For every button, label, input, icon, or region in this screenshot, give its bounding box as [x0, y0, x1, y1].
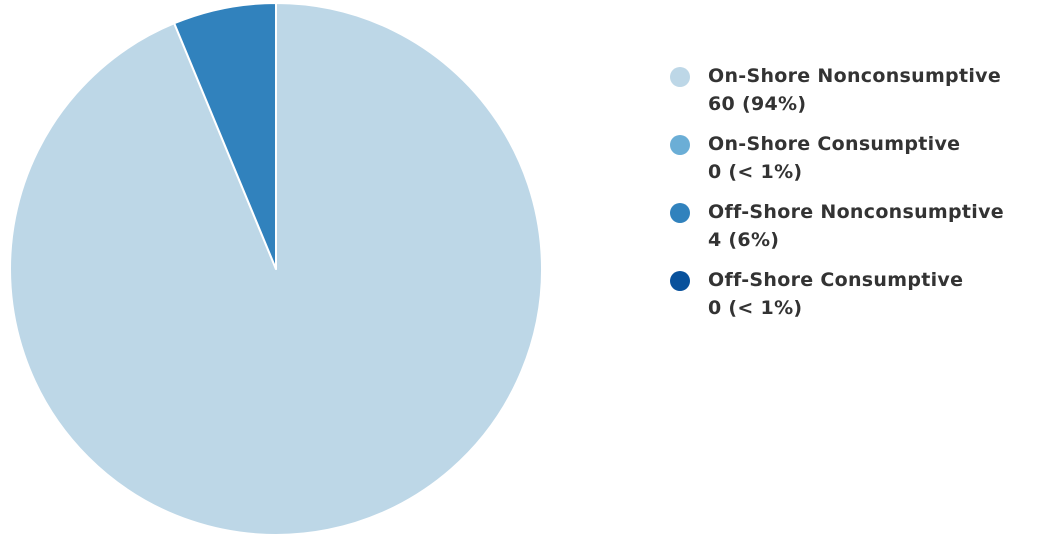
legend-swatch — [670, 67, 690, 87]
legend-item-on-shore-consumptive[interactable]: On-Shore Consumptive 0 (< 1%) — [668, 130, 1048, 198]
legend-value: 60 (94%) — [708, 93, 807, 115]
legend-value: 4 (6%) — [708, 229, 780, 251]
legend-label: On-Shore Consumptive — [708, 133, 961, 155]
legend-label: Off-Shore Consumptive — [708, 269, 964, 291]
legend-swatch — [670, 135, 690, 155]
legend: On-Shore Nonconsumptive 60 (94%) On-Shor… — [668, 62, 1048, 334]
legend-label: On-Shore Nonconsumptive — [708, 65, 1002, 87]
legend-item-off-shore-consumptive[interactable]: Off-Shore Consumptive 0 (< 1%) — [668, 266, 1048, 334]
legend-swatch — [670, 203, 690, 223]
legend-swatch — [670, 271, 690, 291]
legend-item-off-shore-nonconsumptive[interactable]: Off-Shore Nonconsumptive 4 (6%) — [668, 198, 1048, 266]
pie-slice-off-shore-nonconsumptive[interactable] — [173, 2, 277, 270]
legend-value: 0 (< 1%) — [708, 161, 803, 183]
legend-value: 0 (< 1%) — [708, 297, 803, 319]
legend-item-on-shore-nonconsumptive[interactable]: On-Shore Nonconsumptive 60 (94%) — [668, 62, 1048, 130]
pie-plot — [9, 2, 544, 536]
legend-label: Off-Shore Nonconsumptive — [708, 201, 1004, 223]
